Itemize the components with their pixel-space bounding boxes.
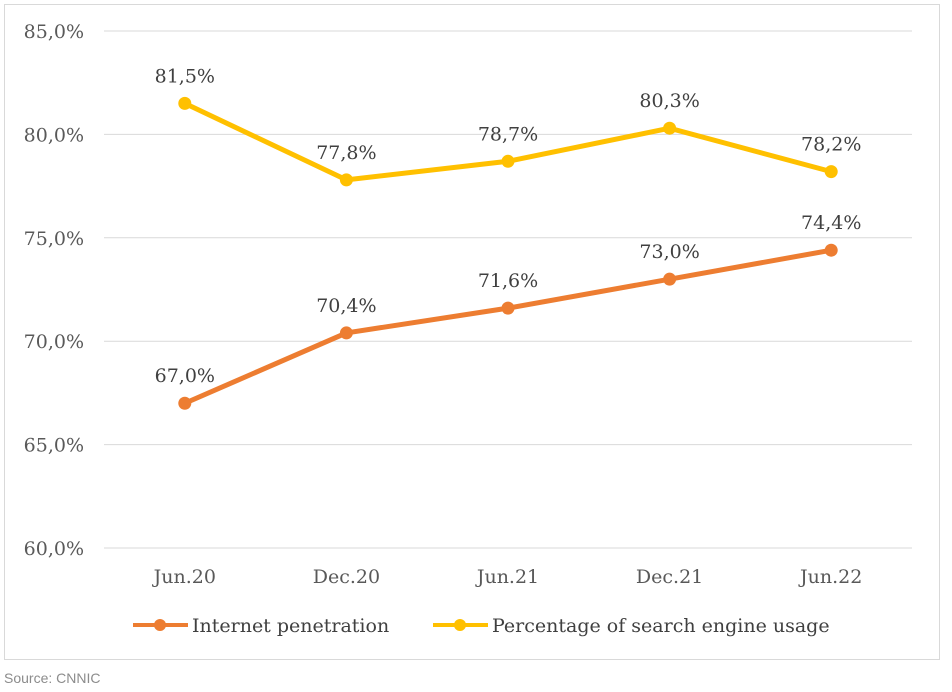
x-tick-label: Jun.21 xyxy=(475,566,539,588)
data-point xyxy=(824,165,838,179)
data-point xyxy=(501,301,515,315)
legend-label-internet-penetration: Internet penetration xyxy=(192,615,389,637)
y-tick-label: 75,0% xyxy=(24,228,84,250)
y-axis-ticks: 60,0% 65,0% 70,0% 75,0% 80,0% 85,0% xyxy=(24,21,84,560)
legend-marker-internet-penetration xyxy=(154,619,166,631)
y-tick-label: 65,0% xyxy=(24,435,84,457)
data-point xyxy=(824,243,838,257)
data-label: 73,0% xyxy=(639,241,699,263)
series-points xyxy=(178,96,838,410)
chart-frame xyxy=(4,4,940,660)
x-tick-label: Dec.20 xyxy=(313,566,380,588)
data-label: 78,7% xyxy=(478,123,538,145)
legend-item-search-engine-usage: Percentage of search engine usage xyxy=(433,615,830,637)
data-label: 71,6% xyxy=(478,270,538,292)
data-label: 81,5% xyxy=(155,65,215,87)
series-lines xyxy=(182,100,834,406)
data-labels: 67,0% 70,4% 71,6% 73,0% 74,4% 81,5% 77,8% 78,7%… xyxy=(155,65,862,387)
data-point xyxy=(178,96,192,110)
legend: Internet penetration Percentage of searc… xyxy=(133,615,830,637)
data-point xyxy=(339,173,353,187)
y-tick-label: 60,0% xyxy=(24,538,84,560)
legend-label-search-engine-usage: Percentage of search engine usage xyxy=(492,615,830,637)
y-tick-label: 70,0% xyxy=(24,331,84,353)
data-point xyxy=(339,326,353,340)
data-label: 70,4% xyxy=(316,295,376,317)
data-point xyxy=(663,272,677,286)
legend-marker-search-engine-usage xyxy=(454,619,466,631)
source-note: Source: CNNIC xyxy=(4,670,101,686)
x-tick-label: Jun.20 xyxy=(152,566,216,588)
data-point xyxy=(501,154,515,168)
data-point xyxy=(663,121,677,135)
data-point xyxy=(178,396,192,410)
data-label: 78,2% xyxy=(801,134,861,156)
data-label: 67,0% xyxy=(155,365,215,387)
gridlines xyxy=(104,30,912,549)
data-label: 80,3% xyxy=(639,90,699,112)
y-tick-label: 80,0% xyxy=(24,124,84,146)
data-label: 77,8% xyxy=(316,142,376,164)
x-tick-label: Dec.21 xyxy=(636,566,703,588)
x-tick-label: Jun.22 xyxy=(798,566,862,588)
data-label: 74,4% xyxy=(801,212,861,234)
legend-item-internet-penetration: Internet penetration xyxy=(133,615,389,637)
y-tick-label: 85,0% xyxy=(24,21,84,43)
x-axis-ticks: Jun.20 Dec.20 Jun.21 Dec.21 Jun.22 xyxy=(152,566,863,588)
